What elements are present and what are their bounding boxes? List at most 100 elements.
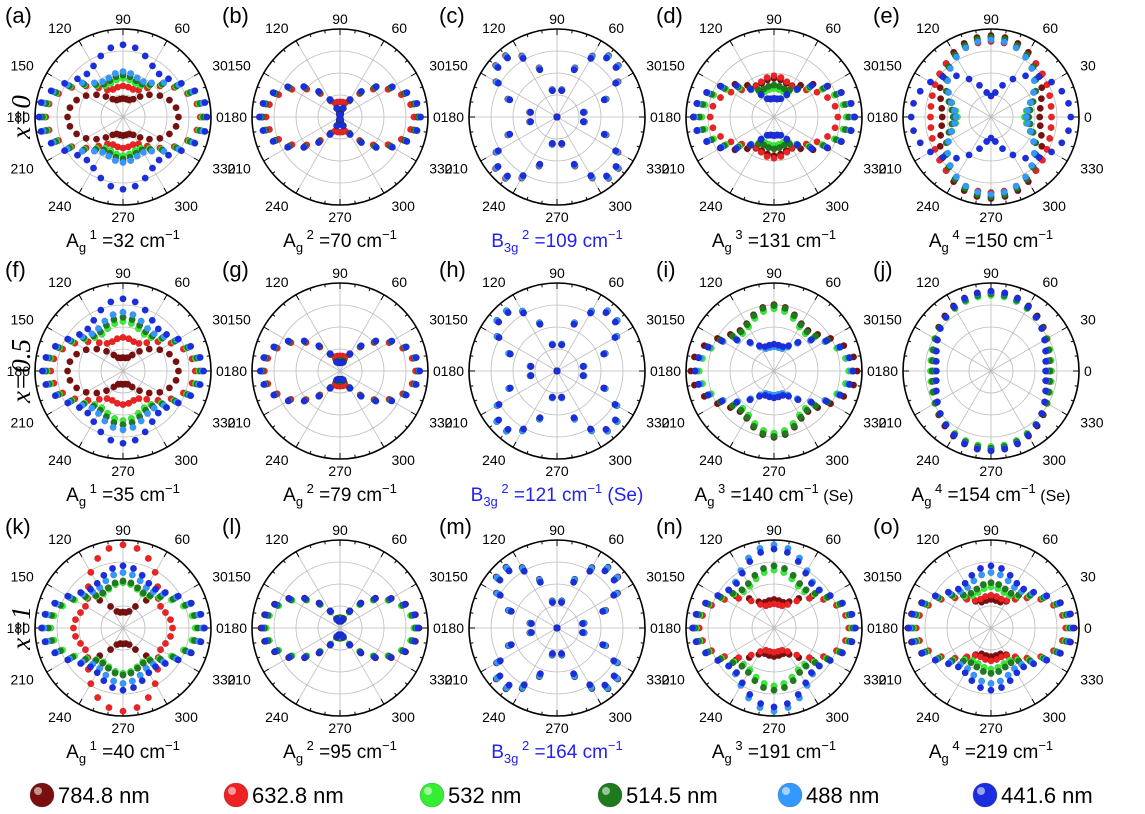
data-point xyxy=(494,64,502,72)
data-point xyxy=(177,147,185,155)
angle-tick xyxy=(853,340,857,343)
mode-value: =35 xyxy=(97,485,135,506)
data-point xyxy=(133,152,141,160)
angle-tick-label: 240 xyxy=(265,198,289,214)
data-point xyxy=(86,663,94,671)
data-point xyxy=(1022,154,1030,162)
data-point xyxy=(704,343,712,351)
angle-tick-label: 210 xyxy=(661,415,685,431)
data-point xyxy=(505,567,513,575)
angle-tick xyxy=(758,541,760,545)
data-point xyxy=(1022,173,1030,181)
row-label: x=1 xyxy=(6,606,36,651)
angle-tick xyxy=(410,326,417,331)
data-point xyxy=(837,137,845,145)
mode-superscript: 2 xyxy=(303,481,314,496)
angle-tick-label: 180 xyxy=(224,620,248,636)
data-point xyxy=(1013,669,1021,677)
mode-caption: B3g 2 =121 cm−1 (Se) xyxy=(471,481,644,509)
data-point xyxy=(416,367,424,375)
data-point xyxy=(965,151,973,159)
mode-superscript: 2 xyxy=(518,738,529,753)
angle-tick-label: 330 xyxy=(212,672,236,688)
grid-spoke xyxy=(990,370,1068,416)
data-point xyxy=(794,690,802,698)
angle-tick xyxy=(66,303,69,307)
angle-tick-label: 150 xyxy=(661,312,685,328)
angle-tick-label: 270 xyxy=(979,463,1003,479)
angle-tick-label: 120 xyxy=(699,274,723,290)
data-point xyxy=(950,119,958,127)
angle-tick xyxy=(908,340,912,343)
mode-value: =79 xyxy=(314,485,352,506)
data-point xyxy=(692,610,700,618)
data-point xyxy=(927,102,935,110)
angle-tick xyxy=(541,30,543,34)
data-point xyxy=(133,704,141,712)
angle-tick xyxy=(640,355,644,357)
angle-tick xyxy=(470,355,474,357)
angle-tick xyxy=(857,642,861,644)
data-point xyxy=(725,662,733,670)
angle-tick-label: 240 xyxy=(48,198,72,214)
data-point xyxy=(187,599,195,607)
data-point xyxy=(357,342,365,350)
data-point xyxy=(75,330,83,338)
data-point xyxy=(553,367,561,375)
angle-tick xyxy=(177,692,180,696)
data-point xyxy=(174,335,182,343)
data-point xyxy=(73,96,81,104)
data-point xyxy=(947,98,955,106)
grid-spoke xyxy=(480,326,558,372)
data-point xyxy=(1043,592,1051,600)
angle-tick xyxy=(914,411,921,416)
data-point xyxy=(201,99,209,107)
angle-tick-label: 180 xyxy=(441,620,465,636)
angle-tick-label: 240 xyxy=(265,709,289,725)
data-point xyxy=(165,96,173,104)
data-point xyxy=(256,367,264,375)
angle-tick xyxy=(597,187,602,194)
data-point xyxy=(785,342,793,350)
angle-tick xyxy=(526,288,529,292)
data-point xyxy=(693,99,701,107)
angle-tick-label: 120 xyxy=(916,20,940,36)
angle-tick xyxy=(687,642,691,644)
angle-tick-label: 210 xyxy=(878,415,902,431)
data-point xyxy=(401,600,409,608)
data-point xyxy=(119,333,127,341)
angle-tick xyxy=(802,288,805,292)
data-point xyxy=(83,70,91,78)
data-point xyxy=(300,83,308,91)
angle-tick xyxy=(66,49,69,53)
data-point xyxy=(789,571,797,579)
angle-tick xyxy=(480,72,487,77)
data-point xyxy=(73,151,81,159)
angle-tick-label: 150 xyxy=(661,569,685,585)
angle-tick xyxy=(729,441,734,448)
data-point xyxy=(558,393,566,401)
angle-tick-label: 330 xyxy=(1080,672,1104,688)
data-point xyxy=(94,325,102,333)
angle-tick xyxy=(380,187,385,194)
grid-spoke xyxy=(773,116,819,194)
data-point xyxy=(939,73,947,81)
data-point xyxy=(944,88,952,96)
data-point xyxy=(851,113,859,121)
data-point xyxy=(1024,107,1032,115)
data-point xyxy=(1000,188,1008,196)
data-point xyxy=(961,669,969,677)
unit-exponent: −1 xyxy=(165,227,180,242)
grid-spoke xyxy=(729,294,775,372)
angle-tick-label: 0 xyxy=(650,363,658,379)
data-point xyxy=(1032,313,1040,321)
data-point xyxy=(612,64,620,72)
data-point xyxy=(333,615,341,623)
data-point xyxy=(136,133,144,141)
angle-tick-label: 270 xyxy=(111,463,135,479)
grid-spoke xyxy=(122,116,168,194)
angle-tick xyxy=(163,40,168,47)
angle-tick xyxy=(923,314,927,317)
data-point xyxy=(1036,113,1044,121)
